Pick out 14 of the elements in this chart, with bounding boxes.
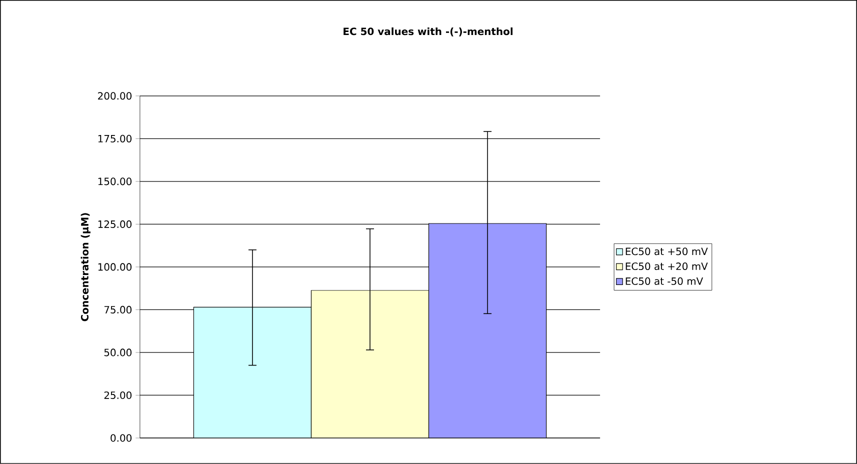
- y-tick-label: 125.00: [98, 220, 132, 228]
- legend-label: EC50 at -50 mV: [626, 277, 704, 285]
- y-tick-label: 100.00: [98, 263, 132, 271]
- y-tick-label: 175.00: [98, 134, 132, 142]
- y-tick-label: 75.00: [104, 306, 132, 314]
- y-tick-label: 150.00: [98, 178, 132, 186]
- y-tick-label: 50.00: [104, 348, 132, 356]
- y-tick-label: 200.00: [98, 92, 132, 100]
- y-tick-label: 0.00: [110, 434, 132, 442]
- chart-title: EC 50 values with -(-)-menthol: [344, 27, 512, 36]
- legend-label: EC50 at +50 mV: [626, 248, 708, 256]
- y-tick-label: 25.00: [104, 391, 132, 400]
- y-axis-title: Concentration (µM): [80, 213, 90, 322]
- legend-label: EC50 at +20 mV: [626, 262, 708, 270]
